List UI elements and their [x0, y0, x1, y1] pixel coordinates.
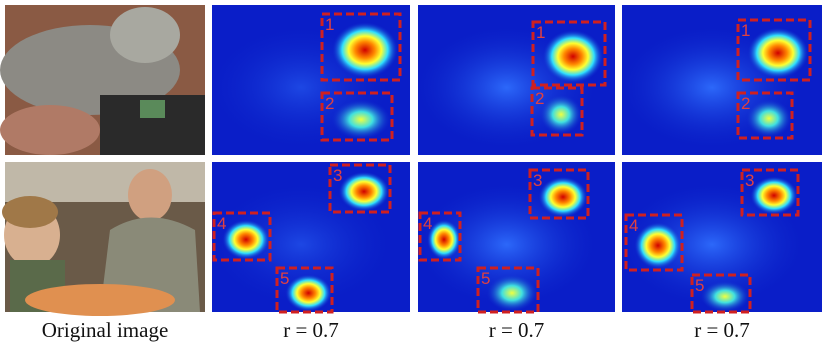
region-number: 4 [423, 214, 432, 233]
region-number: 5 [280, 269, 289, 288]
heatmap-blob [542, 30, 604, 83]
caption: r = 0.7 [489, 318, 545, 342]
region-box [212, 211, 272, 262]
region-box [328, 163, 392, 214]
heatmap-blob [746, 99, 792, 138]
region-box [528, 168, 590, 220]
region-number: 3 [533, 171, 542, 190]
region-box [736, 18, 812, 82]
region-box [320, 91, 394, 142]
heatmap-blob [486, 274, 538, 312]
heatmap-blob [747, 27, 809, 79]
region-number: 4 [217, 214, 226, 233]
caption: r = 0.7 [694, 318, 750, 342]
caption: Original image [42, 318, 169, 342]
region-number: 2 [325, 94, 334, 113]
region-number: 1 [741, 21, 750, 40]
heatmap-blob [540, 94, 582, 135]
region-box [531, 20, 607, 87]
caption: r = 0.7 [283, 318, 339, 342]
region-box [736, 91, 794, 140]
region-box [530, 86, 584, 137]
region-box [476, 266, 540, 314]
heatmap-blob [222, 219, 270, 260]
region-box [418, 211, 462, 262]
region-number: 5 [695, 276, 704, 295]
heatmap-blob [285, 274, 332, 312]
original-image-people [2, 162, 205, 316]
region-number: 1 [325, 15, 334, 34]
heatmap-blob [634, 222, 682, 269]
region-number: 4 [629, 216, 638, 235]
heatmap-blob [332, 22, 398, 78]
region-box [690, 273, 752, 314]
region-number: 3 [333, 166, 342, 185]
region-number: 2 [535, 89, 544, 108]
heatmap-blob [700, 280, 750, 313]
original-image-cat [0, 5, 205, 155]
heatmap-blob [538, 176, 588, 218]
region-number: 3 [745, 171, 754, 190]
region-box [320, 12, 402, 82]
region-box [624, 213, 684, 272]
region-box [275, 266, 334, 314]
heatmap-blob [331, 99, 391, 140]
heatmap-blob [427, 219, 461, 260]
region-number: 1 [536, 23, 545, 42]
region-number: 2 [741, 94, 750, 113]
region-box [740, 168, 800, 217]
heatmap-blob [338, 171, 390, 212]
region-number: 5 [481, 269, 490, 288]
heatmap-blob [750, 176, 798, 215]
